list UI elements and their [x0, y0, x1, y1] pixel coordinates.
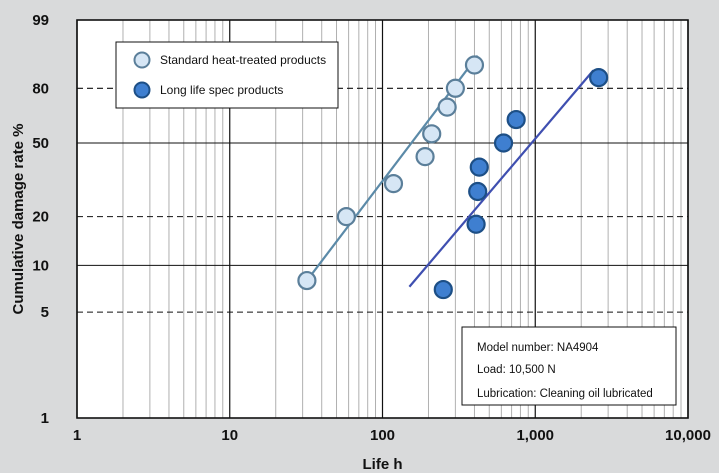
legend-box: [116, 42, 338, 108]
x-axis-label: Life h: [363, 456, 403, 473]
data-point-series-0: [385, 175, 402, 192]
data-point-series-1: [471, 159, 488, 176]
legend: Standard heat-treated products Long life…: [116, 42, 338, 108]
data-point-series-1: [469, 183, 486, 200]
data-point-series-0: [466, 57, 483, 74]
data-point-series-0: [298, 272, 315, 289]
y-tick-label: 10: [32, 257, 49, 274]
legend-label-standard: Standard heat-treated products: [160, 53, 326, 67]
data-point-series-1: [468, 216, 485, 233]
data-point-series-1: [495, 135, 512, 152]
data-point-series-1: [508, 111, 525, 128]
test-conditions-box: Model number: NA4904 Load: 10,500 N Lubr…: [462, 327, 676, 405]
y-tick-label: 20: [32, 209, 49, 226]
note-model-number: Model number: NA4904: [477, 342, 599, 354]
y-tick-label: 1: [41, 410, 49, 427]
note-load: Load: 10,500 N: [477, 364, 556, 376]
y-tick-label: 80: [32, 80, 49, 97]
x-tick-label: 1,000: [516, 427, 554, 444]
note-lubrication: Lubrication: Cleaning oil lubricated: [477, 388, 653, 400]
data-point-series-0: [417, 148, 434, 165]
x-tick-label: 100: [370, 427, 395, 444]
legend-label-long-life: Long life spec products: [160, 83, 283, 97]
x-tick-label: 10,000: [665, 427, 711, 444]
y-tick-label: 99: [32, 12, 49, 29]
legend-marker-long-life: [135, 83, 150, 98]
data-point-series-0: [423, 125, 440, 142]
y-tick-label: 50: [32, 135, 49, 152]
data-point-series-1: [435, 281, 452, 298]
x-tick-label: 10: [221, 427, 238, 444]
y-tick-label: 5: [41, 304, 49, 321]
data-point-series-1: [590, 69, 607, 86]
y-axis-label: Cumulative damage rate %: [10, 124, 27, 315]
data-point-series-0: [439, 99, 456, 116]
legend-marker-standard: [135, 53, 150, 68]
data-point-series-0: [338, 208, 355, 225]
x-tick-label: 1: [73, 427, 81, 444]
data-point-series-0: [447, 80, 464, 97]
